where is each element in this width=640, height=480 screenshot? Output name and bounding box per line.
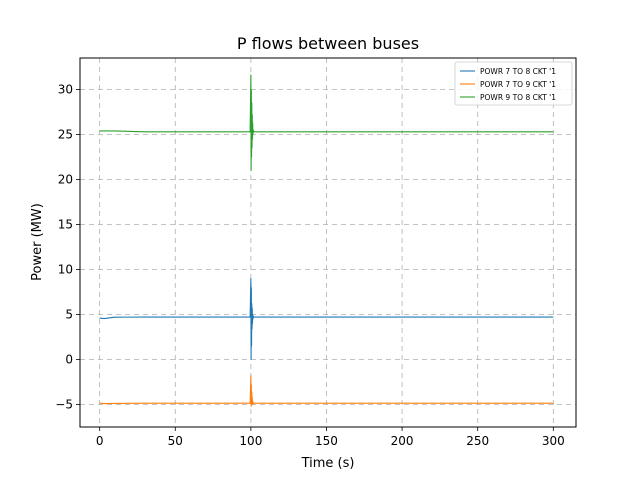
y-tick-label: 25 — [58, 128, 73, 142]
series-line-2 — [99, 375, 554, 407]
x-tick-label: 250 — [466, 434, 489, 448]
y-tick-label: 30 — [58, 83, 73, 97]
legend-label: POWR 9 TO 8 CKT '1 — [480, 93, 556, 102]
y-axis-label: Power (MW) — [30, 203, 45, 281]
legend-box — [454, 61, 573, 106]
y-tick-label: 5 — [65, 308, 73, 322]
y-tick-label: 15 — [58, 218, 73, 232]
y-tick-label: 10 — [58, 263, 73, 277]
x-tick-label: 50 — [168, 434, 183, 448]
y-tick-label: −5 — [55, 398, 73, 412]
plot-frame — [79, 57, 577, 428]
y-tick-label: 20 — [58, 173, 73, 187]
x-tick-label: 200 — [391, 434, 414, 448]
chart-title: P flows between buses — [237, 34, 419, 53]
x-tick-label: 100 — [239, 434, 262, 448]
legend-label: POWR 7 TO 8 CKT '1 — [480, 67, 556, 76]
series-line-3 — [99, 74, 554, 172]
grid — [80, 58, 576, 427]
axis-ticks: 0 50 100 150 200 250 300 −5 0 5 10 15 20 25 30 — [55, 83, 564, 449]
x-tick-label: 300 — [542, 434, 565, 448]
legend-label: POWR 7 TO 9 CKT '1 — [480, 80, 556, 89]
series-layer — [99, 74, 554, 407]
y-tick-label: 0 — [65, 353, 73, 367]
x-tick-label: 150 — [315, 434, 338, 448]
x-tick-label: 0 — [96, 434, 104, 448]
x-axis-label: Time (s) — [301, 456, 355, 471]
legend: POWR 7 TO 8 CKT '1 POWR 7 TO 9 CKT '1 POWR… — [454, 61, 573, 106]
series-line-1 — [99, 277, 554, 361]
